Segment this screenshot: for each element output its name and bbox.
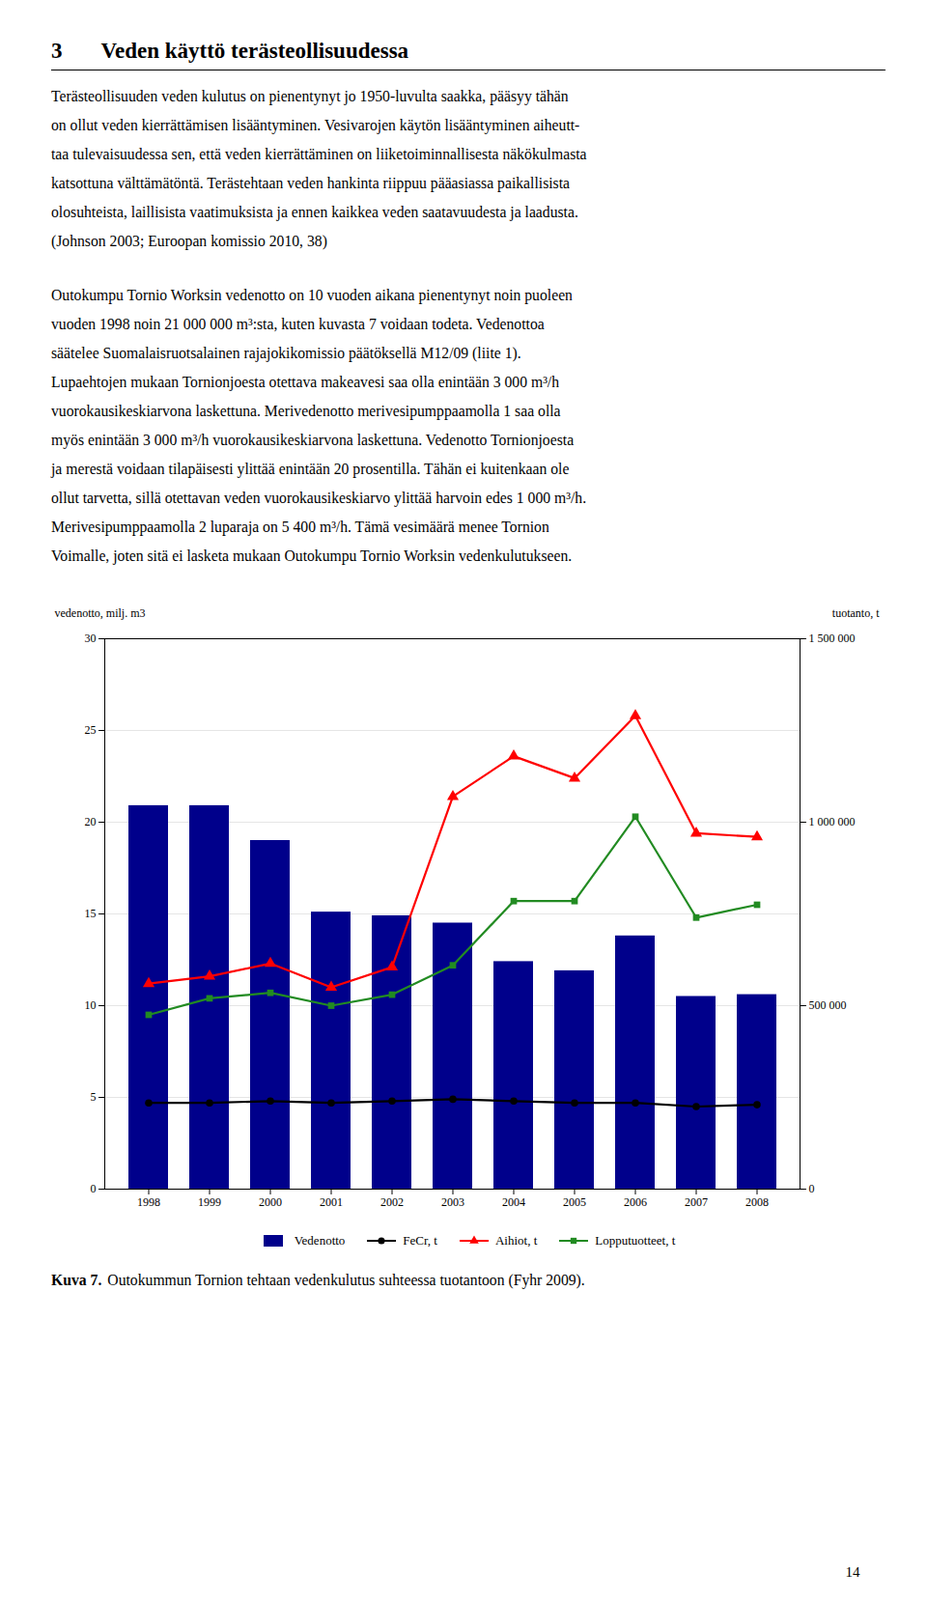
html-text:Terästeollisuuden veden kulutu: Terästeollisuuden veden kulutus on piene… xyxy=(51,87,569,105)
svg-text:tuotanto, t: tuotanto, t xyxy=(832,606,880,620)
html-text:Voimalle, joten sitä ei lasket: Voimalle, joten sitä ei lasketa mukaan O… xyxy=(51,547,572,564)
html-text:Veden käyttö terästeollisuudes: Veden käyttö terästeollisuudessa xyxy=(100,38,409,63)
html-text:katsottuna välttämätöntä. Terä: katsottuna välttämätöntä. Terästehtaan v… xyxy=(51,174,570,192)
svg-text:0: 0 xyxy=(90,1181,97,1196)
html-text:taa tulevaisuudessa sen, että: taa tulevaisuudessa sen, että veden kier… xyxy=(51,145,587,163)
svg-text:500 000: 500 000 xyxy=(809,998,847,1012)
svg-text:1 500 000: 1 500 000 xyxy=(809,631,856,646)
svg-text:1998: 1998 xyxy=(137,1195,161,1209)
html-text:Lupaehtojen mukaan Tornionjoes: Lupaehtojen mukaan Tornionjoesta otettav… xyxy=(51,373,560,391)
html-text:myös enintään 3 000 m³/h vuoro: myös enintään 3 000 m³/h vuorokausikeski… xyxy=(51,431,574,449)
html-text:on ollut veden kierrättämisen: on ollut veden kierrättämisen lisääntymi… xyxy=(51,116,580,134)
svg-text:2005: 2005 xyxy=(562,1195,587,1209)
svg-text:10: 10 xyxy=(84,998,97,1012)
html-text:14: 14 xyxy=(845,1564,860,1580)
svg-text:30: 30 xyxy=(84,631,97,646)
html-text:Lopputuotteet, t: Lopputuotteet, t xyxy=(595,1233,676,1248)
html-text:FeCr, t: FeCr, t xyxy=(403,1233,438,1248)
svg-text:1999: 1999 xyxy=(197,1195,222,1209)
svg-text:25: 25 xyxy=(84,723,97,737)
html-text:ollut tarvetta, sillä otettava: ollut tarvetta, sillä otettavan veden vu… xyxy=(51,489,587,506)
html-text:säätelee Suomalaisruotsalainen: säätelee Suomalaisruotsalainen rajajokik… xyxy=(51,344,522,362)
svg-text:2004: 2004 xyxy=(502,1195,526,1209)
svg-text:5: 5 xyxy=(90,1090,97,1104)
svg-text:15: 15 xyxy=(84,906,97,921)
html-text:(Johnson 2003; Euroopan komiss: (Johnson 2003; Euroopan komissio 2010, 3… xyxy=(51,232,328,250)
html-text:olosuhteista, laillisista vaat: olosuhteista, laillisista vaatimuksista … xyxy=(51,203,579,221)
svg-text:2001: 2001 xyxy=(319,1195,343,1209)
svg-text:2008: 2008 xyxy=(745,1195,769,1209)
html-text:Vedenotto: Vedenotto xyxy=(294,1233,346,1248)
svg-text:1 000 000: 1 000 000 xyxy=(809,814,856,829)
svg-text:2000: 2000 xyxy=(258,1195,282,1209)
svg-text:2003: 2003 xyxy=(441,1195,465,1209)
html-text:vuoden 1998 noin 21 000 000 m³: vuoden 1998 noin 21 000 000 m³:sta, kute… xyxy=(51,315,545,333)
html-text:3: 3 xyxy=(51,38,63,63)
svg-text:vedenotto, milj. m3: vedenotto, milj. m3 xyxy=(55,606,146,620)
svg-text:2002: 2002 xyxy=(380,1195,404,1209)
svg-text:20: 20 xyxy=(84,814,97,829)
html-text:Aihiot, t: Aihiot, t xyxy=(495,1233,538,1248)
html-text:ja merestä voidaan tilapäisest: ja merestä voidaan tilapäisesti ylittää … xyxy=(51,460,570,478)
html-text:Kuva 7. Outokummun Tornion teh: Kuva 7. Outokummun Tornion tehtaan veden… xyxy=(51,1271,585,1289)
html-text:Outokumpu Tornio Worksin veden: Outokumpu Tornio Worksin vedenotto on 10… xyxy=(51,286,573,304)
svg-text:2006: 2006 xyxy=(623,1195,647,1209)
svg-text:2007: 2007 xyxy=(684,1195,708,1209)
html-text:vuorokausikeskiarvona laskettu: vuorokausikeskiarvona laskettuna. Merive… xyxy=(51,402,561,420)
svg-text:0: 0 xyxy=(809,1181,815,1196)
html-text:Merivesipumppaamolla 2 luparaj: Merivesipumppaamolla 2 luparaja on 5 400… xyxy=(51,518,550,535)
